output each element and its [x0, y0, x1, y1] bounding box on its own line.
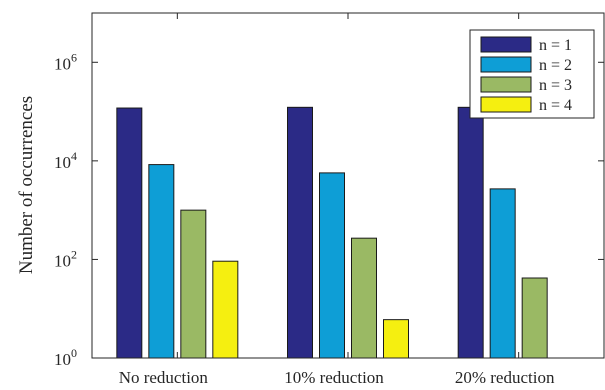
legend-swatch [480, 76, 532, 93]
bar [383, 319, 409, 359]
y-tick-label: 104 [54, 149, 77, 172]
y-axis-label: Number of occurrences [16, 96, 37, 274]
legend-swatch [480, 36, 532, 53]
bar [351, 237, 377, 359]
y-tick-label: 102 [54, 247, 77, 270]
x-tick-label: 20% reduction [455, 368, 555, 387]
bar [148, 164, 175, 359]
bar [521, 277, 548, 359]
legend-swatch [480, 56, 532, 73]
bar [180, 209, 207, 359]
bar [212, 260, 239, 359]
bar [319, 172, 345, 359]
bars [116, 106, 548, 359]
bar [287, 106, 313, 359]
x-tick-label: No reduction [119, 368, 209, 387]
bar [116, 107, 143, 359]
y-tick-label: 100 [54, 346, 77, 369]
legend: n = 1 n = 2 n = 3 n = 4 [469, 29, 595, 119]
x-tick-label: 10% reduction [284, 368, 384, 387]
legend-label: n = 3 [539, 77, 572, 94]
bar [489, 188, 516, 359]
y-axis: 100 102 104 106 [54, 50, 604, 369]
legend-label: n = 2 [539, 57, 572, 74]
legend-label: n = 1 [539, 37, 572, 54]
legend-swatch [480, 96, 532, 113]
bar [457, 106, 484, 359]
legend-label: n = 4 [539, 97, 572, 114]
x-axis: No reduction 10% reduction 20% reduction [119, 13, 555, 387]
y-tick-label: 106 [54, 50, 77, 73]
